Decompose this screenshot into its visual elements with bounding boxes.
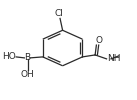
Text: NH: NH	[107, 54, 121, 63]
Text: HO: HO	[2, 52, 15, 61]
Text: Cl: Cl	[54, 9, 63, 18]
Text: O: O	[95, 36, 102, 45]
Text: OH: OH	[21, 70, 34, 79]
Text: B: B	[25, 53, 31, 62]
